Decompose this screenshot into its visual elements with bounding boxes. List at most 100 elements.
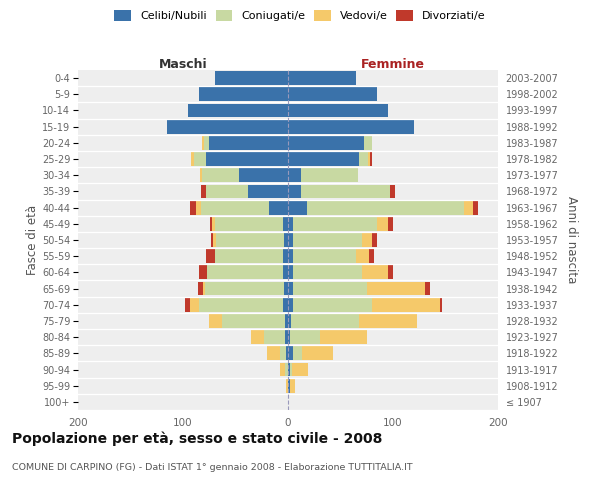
Bar — [209, 136, 288, 149]
Bar — [293, 217, 377, 230]
Bar — [202, 168, 239, 182]
Bar — [288, 233, 293, 247]
Bar — [369, 250, 374, 263]
Bar — [207, 266, 283, 280]
Y-axis label: Anni di nascita: Anni di nascita — [565, 196, 578, 284]
Bar — [190, 200, 196, 214]
Bar — [202, 136, 204, 149]
Bar — [193, 152, 206, 166]
Bar — [388, 217, 393, 230]
Text: Popolazione per età, sesso e stato civile - 2008: Popolazione per età, sesso e stato civil… — [12, 431, 382, 446]
Bar — [288, 104, 388, 118]
Bar — [264, 330, 285, 344]
Bar — [356, 250, 369, 263]
Bar — [288, 152, 359, 166]
Bar — [200, 168, 202, 182]
Bar — [288, 346, 293, 360]
Bar — [191, 152, 193, 166]
Bar — [248, 184, 288, 198]
Bar — [280, 346, 286, 360]
Bar — [201, 200, 269, 214]
Bar — [288, 120, 414, 134]
Bar — [293, 346, 302, 360]
Text: Maschi: Maschi — [158, 58, 208, 71]
Bar — [302, 346, 333, 360]
Text: Femmine: Femmine — [361, 58, 425, 71]
Bar — [288, 266, 293, 280]
Bar — [284, 233, 288, 247]
Bar — [388, 266, 393, 280]
Bar — [288, 200, 307, 214]
Bar — [201, 184, 206, 198]
Bar — [214, 233, 215, 247]
Bar — [285, 330, 288, 344]
Bar — [203, 282, 205, 296]
Bar — [204, 136, 209, 149]
Bar — [205, 282, 284, 296]
Bar — [215, 71, 288, 85]
Bar — [285, 362, 288, 376]
Text: COMUNE DI CARPINO (FG) - Dati ISTAT 1° gennaio 2008 - Elaborazione TUTTITALIA.IT: COMUNE DI CARPINO (FG) - Dati ISTAT 1° g… — [12, 463, 413, 472]
Bar — [464, 200, 473, 214]
Bar — [370, 152, 372, 166]
Bar — [288, 362, 290, 376]
Bar — [372, 298, 440, 312]
Bar — [222, 314, 285, 328]
Bar — [290, 330, 320, 344]
Bar — [288, 298, 293, 312]
Bar — [283, 217, 288, 230]
Bar — [206, 250, 215, 263]
Bar — [283, 266, 288, 280]
Bar — [198, 282, 203, 296]
Bar — [293, 266, 361, 280]
Bar — [293, 298, 372, 312]
Bar — [293, 233, 361, 247]
Bar — [293, 282, 367, 296]
Bar — [285, 314, 288, 328]
Bar — [185, 298, 190, 312]
Bar — [288, 330, 290, 344]
Bar — [215, 250, 283, 263]
Bar — [286, 379, 288, 392]
Bar — [288, 136, 364, 149]
Legend: Celibi/Nubili, Coniugati/e, Vedovi/e, Divorziati/e: Celibi/Nubili, Coniugati/e, Vedovi/e, Di… — [110, 6, 490, 26]
Bar — [320, 330, 367, 344]
Bar — [283, 250, 288, 263]
Bar — [239, 168, 288, 182]
Bar — [307, 200, 464, 214]
Bar — [190, 298, 199, 312]
Bar — [361, 233, 372, 247]
Bar — [292, 362, 308, 376]
Bar — [211, 233, 214, 247]
Bar — [284, 282, 288, 296]
Bar — [288, 282, 293, 296]
Bar — [372, 233, 377, 247]
Bar — [210, 217, 212, 230]
Bar — [473, 200, 478, 214]
Bar — [293, 250, 356, 263]
Bar — [291, 314, 359, 328]
Bar — [251, 330, 264, 344]
Bar — [267, 346, 280, 360]
Bar — [288, 184, 301, 198]
Bar — [290, 362, 292, 376]
Bar — [367, 282, 425, 296]
Bar — [199, 298, 283, 312]
Bar — [286, 346, 288, 360]
Bar — [196, 200, 201, 214]
Bar — [364, 136, 372, 149]
Bar — [288, 88, 377, 101]
Bar — [167, 120, 288, 134]
Bar — [377, 217, 388, 230]
Y-axis label: Fasce di età: Fasce di età — [26, 205, 39, 275]
Bar — [368, 152, 370, 166]
Bar — [206, 152, 288, 166]
Bar — [425, 282, 430, 296]
Bar — [288, 71, 356, 85]
Bar — [288, 379, 290, 392]
Bar — [288, 314, 291, 328]
Bar — [301, 184, 390, 198]
Bar — [199, 88, 288, 101]
Bar — [288, 168, 301, 182]
Bar — [215, 217, 283, 230]
